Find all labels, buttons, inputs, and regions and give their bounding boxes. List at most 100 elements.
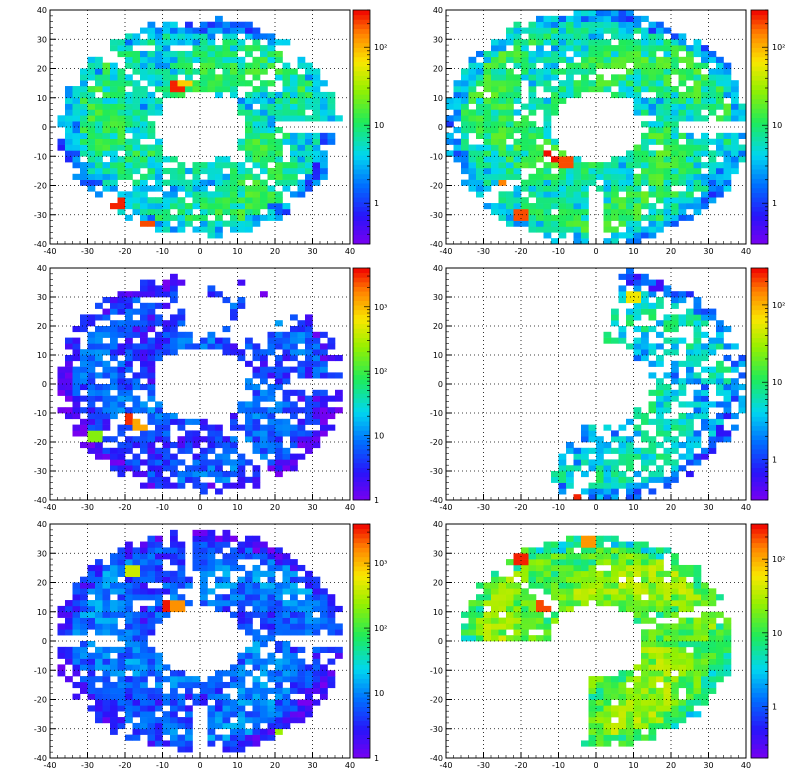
heat-cell — [80, 681, 88, 689]
heat-cell — [117, 600, 126, 607]
heat-cell — [222, 670, 231, 677]
heat-cell — [110, 297, 118, 304]
heat-cell — [686, 453, 694, 460]
heat-cell — [297, 80, 306, 87]
heat-cell — [185, 740, 193, 747]
heat-cell — [686, 179, 694, 186]
heat-cell — [275, 588, 283, 595]
heat-cell — [125, 127, 133, 134]
heat-cell — [723, 413, 732, 420]
heat-cell — [207, 588, 216, 595]
heat-cell — [207, 728, 216, 735]
heat-cell — [252, 56, 261, 63]
heat-cell — [498, 144, 507, 151]
heat-cell — [656, 297, 664, 304]
y-tick-label: -30 — [34, 211, 47, 220]
heat-cell — [177, 62, 186, 69]
heat-cell — [312, 395, 321, 402]
x-tick-label: 40 — [741, 503, 751, 512]
heat-cell — [506, 150, 514, 157]
colorbar-band — [353, 388, 370, 394]
heat-cell — [177, 746, 186, 753]
heat-cell — [312, 366, 321, 373]
heat-cell — [192, 676, 201, 683]
heat-cell — [528, 635, 537, 642]
heat-cell — [290, 103, 298, 110]
heat-cell — [543, 167, 552, 175]
heat-cells — [551, 268, 747, 501]
heat-cell — [80, 629, 88, 636]
heat-cell — [125, 366, 133, 373]
heat-cell — [117, 308, 126, 315]
heat-cell — [581, 185, 589, 192]
heat-cell — [498, 629, 507, 636]
heat-cell — [132, 699, 141, 706]
heat-cell — [290, 623, 298, 630]
x-tick-label: 20 — [270, 247, 280, 256]
heat-cell — [528, 594, 537, 601]
heat-cell — [215, 670, 223, 677]
heat-cell — [260, 191, 268, 198]
heat-cell — [633, 326, 642, 333]
colorbar-band — [751, 56, 768, 62]
heat-cell — [170, 687, 178, 694]
heat-cell — [252, 372, 261, 379]
heat-cell — [72, 605, 81, 613]
heat-cell — [222, 476, 231, 483]
heat-cell — [132, 582, 141, 589]
heat-cell — [686, 150, 694, 157]
heat-cell — [110, 355, 118, 362]
heat-cell — [536, 611, 544, 618]
heat-cell — [641, 337, 649, 344]
heat-cell — [708, 191, 717, 198]
heat-cell — [147, 144, 156, 151]
heat-cell — [110, 80, 118, 87]
heat-cell — [626, 459, 634, 466]
heat-cell — [476, 74, 484, 81]
heat-cell — [626, 21, 634, 28]
heat-cell — [513, 56, 522, 63]
heat-cell — [476, 162, 484, 169]
colorbar-band — [353, 127, 370, 133]
heat-cell — [468, 144, 477, 151]
heat-cell — [656, 39, 664, 46]
heat-cell — [125, 103, 133, 110]
heat-cell — [155, 676, 163, 683]
heat-cell — [543, 185, 552, 192]
heat-cell — [200, 68, 208, 75]
heat-cell — [177, 559, 186, 566]
heat-cell — [65, 366, 73, 373]
y-tick-label: 20 — [37, 65, 47, 74]
heat-cell — [102, 144, 111, 151]
heat-cell — [230, 162, 238, 169]
colorbar-band — [751, 384, 768, 390]
heat-cell — [200, 594, 208, 601]
heat-cell — [110, 132, 118, 139]
heat-cell — [312, 360, 321, 367]
heat-cell — [626, 56, 634, 63]
heat-cell — [678, 418, 687, 425]
heat-cell — [716, 337, 724, 344]
heat-cell — [686, 156, 694, 163]
colorbar-band — [751, 393, 768, 399]
heat-cell — [641, 62, 649, 69]
heat-cell — [686, 62, 694, 69]
chart-panel-5: -40 -30 -20 -10 0 10 20 30 40-40-30-20-100102030… — [34, 520, 387, 770]
heat-cell — [468, 62, 477, 69]
heat-cell — [132, 676, 141, 683]
heat-cell — [305, 600, 313, 607]
heat-cell — [260, 588, 268, 595]
heat-cell — [72, 109, 81, 116]
heat-cell — [327, 605, 336, 613]
heat-cell — [245, 109, 253, 116]
heat-cell — [320, 355, 328, 362]
heat-cell — [641, 326, 649, 333]
heat-cell — [678, 314, 687, 321]
colorbar-band — [353, 374, 370, 380]
colorbar-band — [353, 678, 370, 684]
heat-cell — [305, 576, 313, 583]
heat-cell — [147, 482, 156, 489]
colorbar-tick-label: 1 — [374, 199, 379, 208]
y-tick-label: 30 — [433, 293, 443, 302]
y-tick-label: 0 — [42, 123, 47, 132]
